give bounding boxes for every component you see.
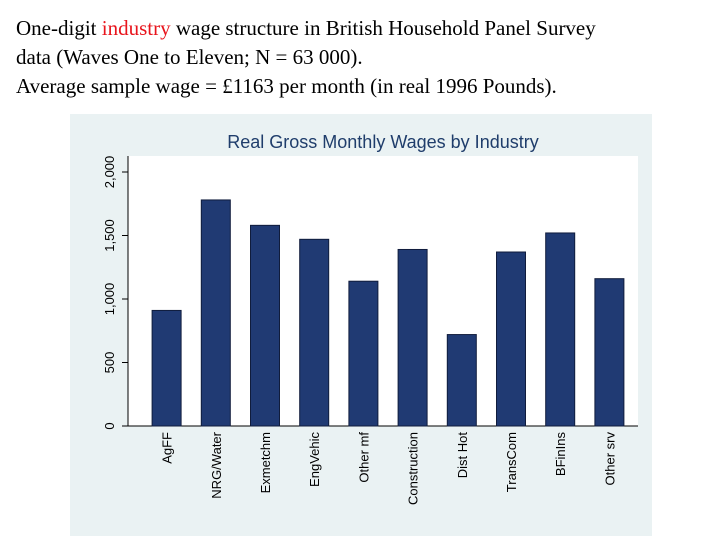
- y-tick-label: 1,500: [102, 219, 117, 252]
- heading-accent-word: industry: [101, 16, 171, 40]
- heading-line-2: data (Waves One to Eleven; N = 63 000).: [16, 45, 363, 69]
- slide-heading: One-digit industry wage structure in Bri…: [16, 14, 706, 101]
- bar: [594, 278, 625, 427]
- heading-text: One-digit: [16, 16, 102, 40]
- y-tick-label: 1,000: [102, 283, 117, 316]
- x-axis-labels: AgFF NRG/Water Exmetchm EngVehic Other mf Con…: [160, 431, 618, 505]
- bar: [397, 248, 428, 427]
- bars: [151, 199, 625, 427]
- heading-line-1: One-digit industry wage structure in Bri…: [16, 14, 706, 43]
- heading-text: wage structure in British Household Pane…: [170, 16, 596, 40]
- bar: [299, 238, 330, 427]
- bar: [348, 280, 379, 427]
- y-tick-label: 2,000: [102, 156, 117, 189]
- x-tick-label: Exmetchm: [258, 432, 273, 493]
- bar: [545, 232, 576, 427]
- x-tick-label: Construction: [406, 432, 421, 505]
- bar: [151, 309, 182, 427]
- y-tick-label: 0: [102, 422, 117, 429]
- bar: [250, 224, 280, 427]
- x-tick-label: Other mf: [356, 432, 371, 483]
- x-tick-label: TransCom: [504, 432, 519, 492]
- x-tick-label: Dist Hot: [455, 432, 470, 479]
- heading-line-3: Average sample wage = £1163 per month (i…: [16, 74, 557, 98]
- x-tick-label: NRG/Water: [209, 431, 224, 498]
- x-tick-label: EngVehic: [307, 432, 322, 487]
- y-tick-label: 500: [102, 352, 117, 374]
- x-tick-label: BFinIns: [553, 432, 568, 477]
- y-axis: 0 500 1,000 1,500 2,000: [102, 156, 128, 430]
- x-tick-label: AgFF: [160, 432, 175, 464]
- bar: [496, 251, 526, 427]
- x-tick-label: Other srv: [602, 432, 617, 486]
- bar: [200, 199, 231, 427]
- chart-title: Real Gross Monthly Wages by Industry: [227, 132, 538, 152]
- bar-chart: Real Gross Monthly Wages by Industry 0 50…: [102, 132, 638, 505]
- bar: [446, 334, 477, 427]
